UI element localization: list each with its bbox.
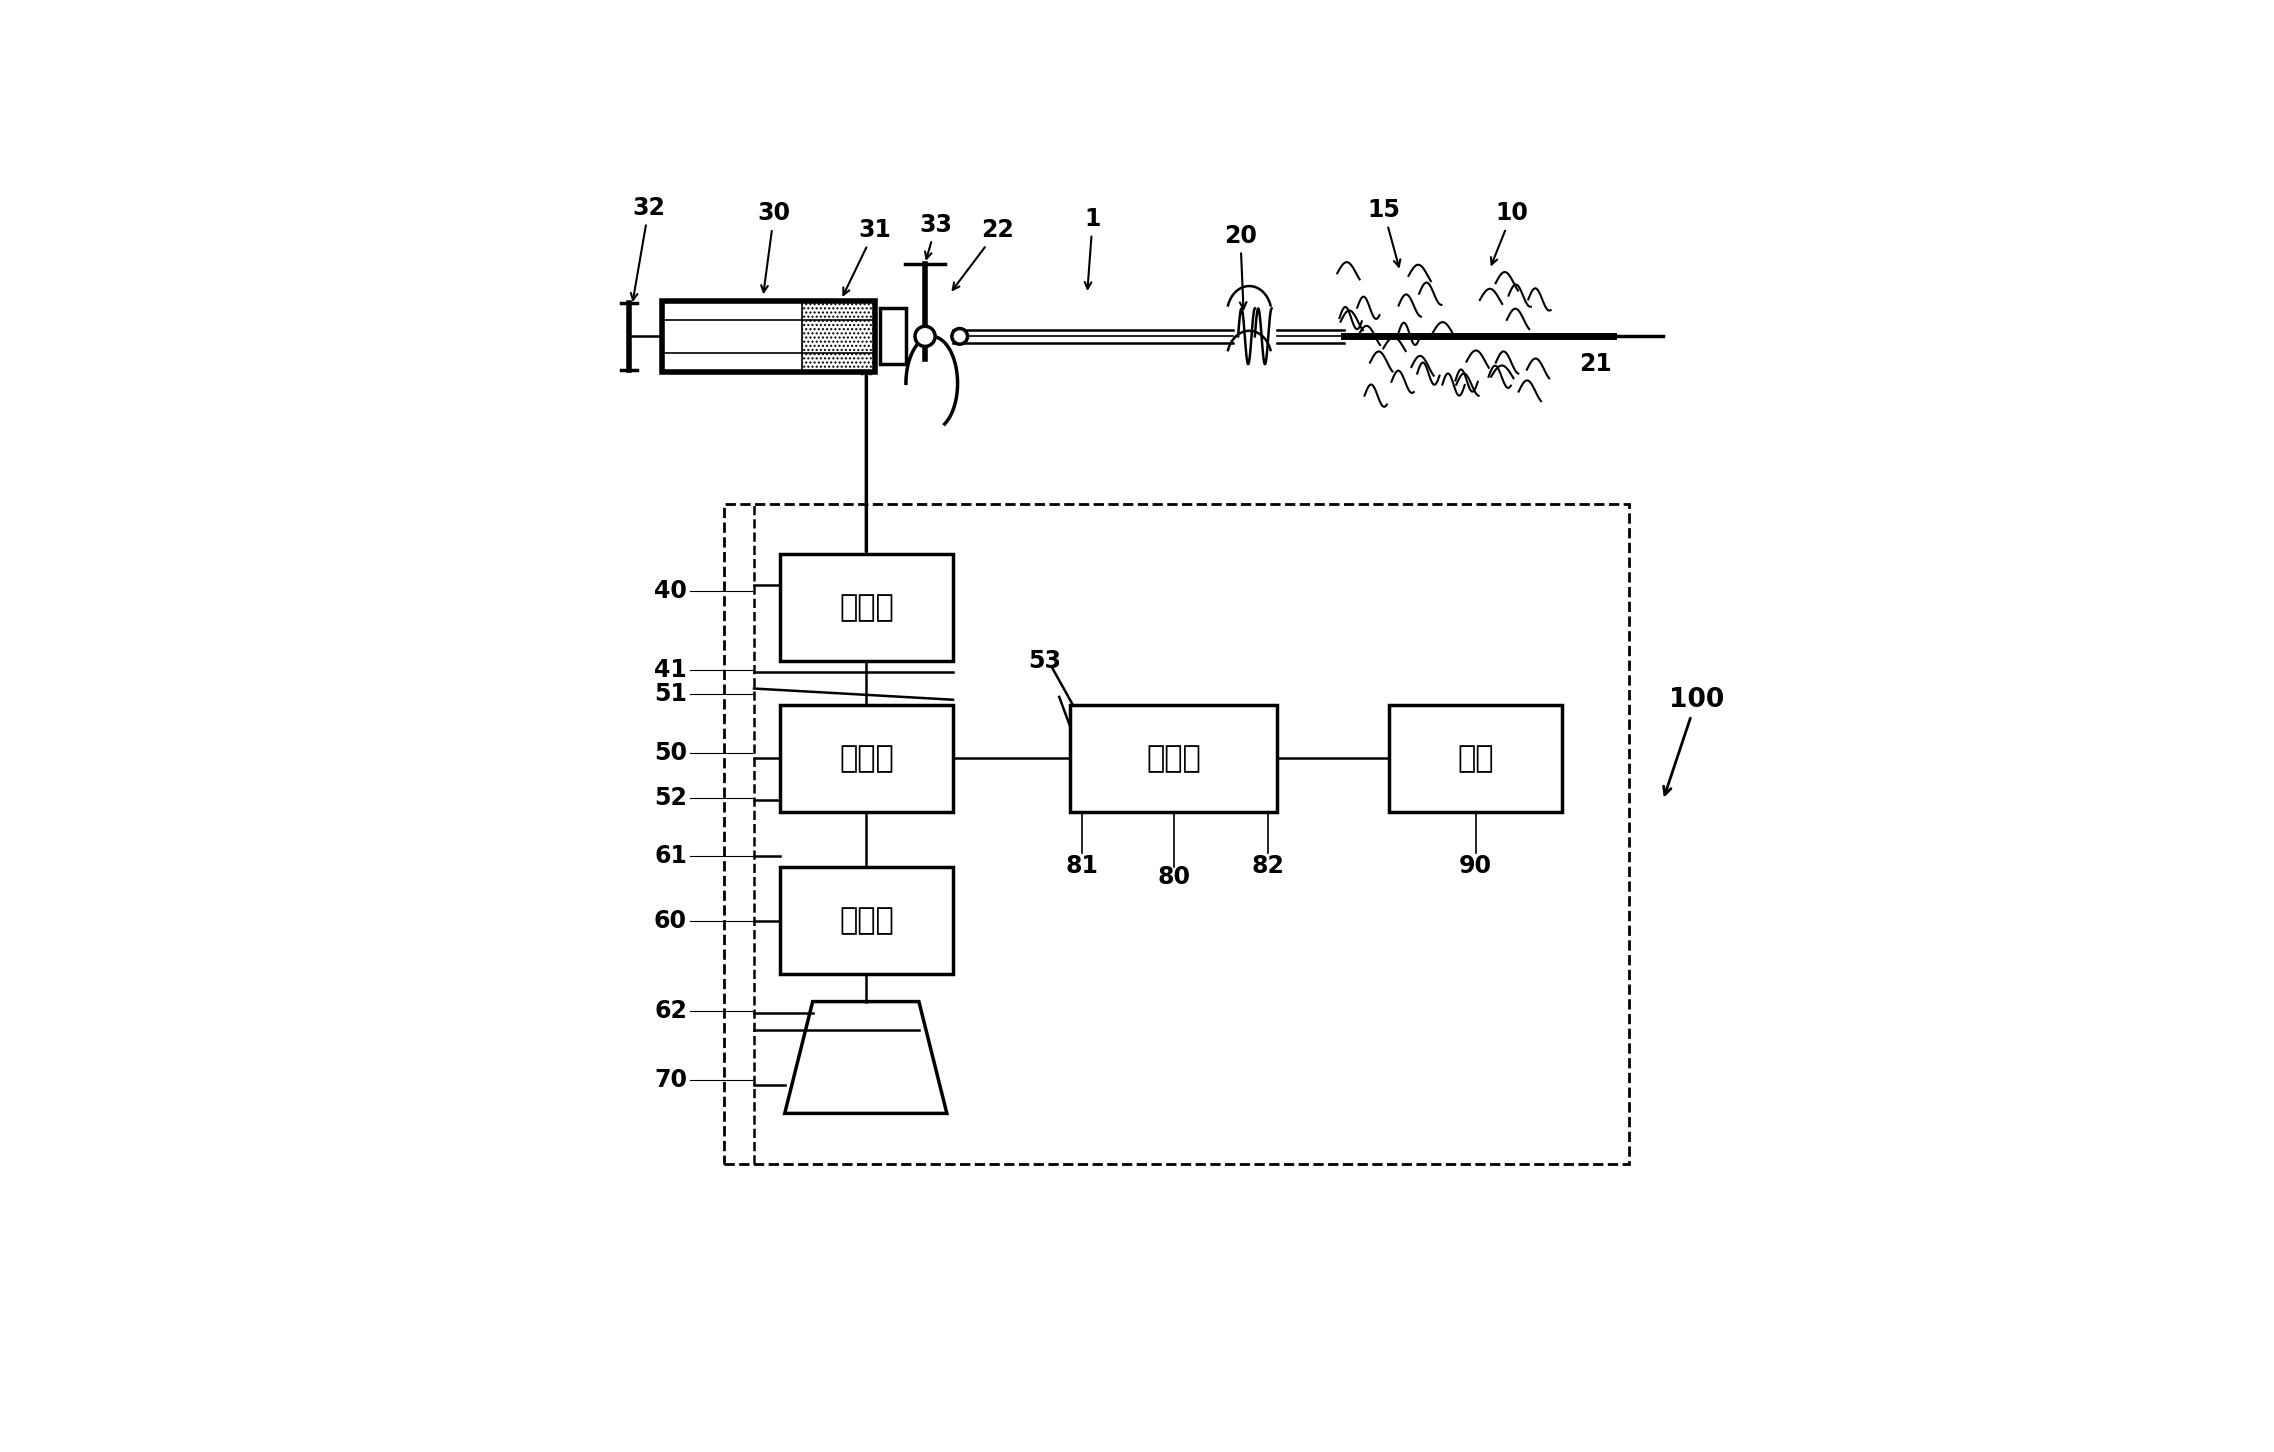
Circle shape [953, 328, 966, 344]
Text: 22: 22 [953, 218, 1014, 290]
Text: 15: 15 [1367, 197, 1401, 267]
Text: 53: 53 [1028, 649, 1062, 672]
Text: 50: 50 [655, 741, 687, 765]
Text: 10: 10 [1492, 202, 1528, 264]
Text: 合成器: 合成器 [839, 906, 894, 935]
Text: 40: 40 [655, 579, 687, 603]
Text: 1: 1 [1085, 208, 1101, 289]
Text: 62: 62 [655, 999, 687, 1022]
Text: 30: 30 [757, 202, 791, 292]
Bar [780, 706, 953, 812]
Text: 41: 41 [655, 658, 687, 681]
Bar [723, 504, 1630, 1163]
Text: 20: 20 [1223, 224, 1258, 309]
Text: 61: 61 [655, 844, 687, 868]
Text: 转换器: 转换器 [839, 743, 894, 772]
Bar [662, 301, 875, 372]
Text: 21: 21 [1578, 353, 1612, 376]
Text: 32: 32 [630, 196, 666, 301]
Text: 52: 52 [655, 786, 687, 810]
Text: 51: 51 [655, 682, 687, 706]
Text: 31: 31 [844, 218, 891, 295]
Circle shape [914, 327, 935, 347]
Bar [880, 308, 905, 364]
Bar [780, 867, 953, 974]
Text: 33: 33 [919, 212, 953, 258]
Text: 60: 60 [655, 909, 687, 932]
Text: 80: 80 [1157, 865, 1189, 889]
Text: 70: 70 [655, 1067, 687, 1092]
Text: 90: 90 [1460, 854, 1492, 878]
Bar [780, 555, 953, 661]
Bar [1389, 706, 1562, 812]
Text: 压力汁: 压力汁 [839, 592, 894, 621]
Bar [1071, 706, 1278, 812]
Bar [803, 301, 875, 372]
Text: 屏幕: 屏幕 [1458, 743, 1494, 772]
Text: 82: 82 [1253, 854, 1285, 878]
Text: 放大器: 放大器 [1146, 743, 1201, 772]
Text: 81: 81 [1064, 854, 1098, 878]
Text: 100: 100 [1665, 687, 1724, 794]
